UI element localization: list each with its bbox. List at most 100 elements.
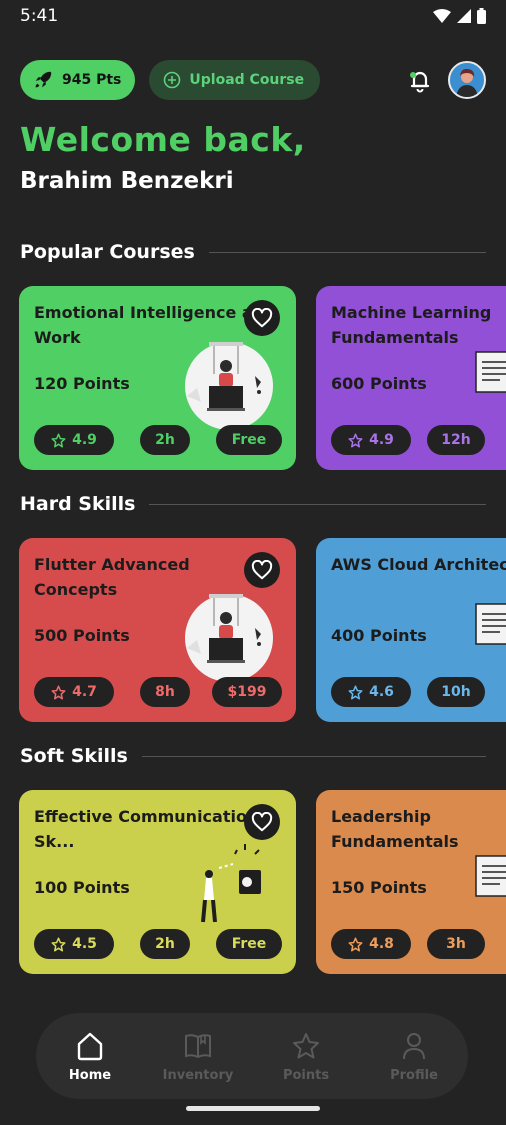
section-header: Soft Skills — [20, 744, 486, 768]
points-pill[interactable]: 945 Pts — [20, 60, 135, 100]
nav-profile-label: Profile — [390, 1068, 438, 1083]
duration-value: 2h — [155, 432, 175, 448]
price-value: Free — [232, 936, 267, 952]
course-points: 120 Points — [34, 374, 130, 393]
rating-value: 4.7 — [72, 684, 97, 700]
rocket-icon — [32, 69, 54, 91]
star-rating-icon — [348, 433, 363, 448]
course-points: 100 Points — [34, 878, 130, 897]
course-points: 500 Points — [34, 626, 130, 645]
duration-badge: 3h — [427, 929, 485, 959]
course-carousel[interactable]: Flutter Advanced Concepts 500 Points 4.7 8h… — [19, 538, 506, 722]
duration-badge: 12h — [427, 425, 485, 455]
course-card[interactable]: AWS Cloud Architecture 400 Points 4.6 10h — [316, 538, 506, 722]
rating-value: 4.9 — [369, 432, 394, 448]
nav-inventory[interactable]: Inventory — [148, 1030, 248, 1083]
status-time: 5:41 — [20, 6, 58, 26]
duration-badge: 8h — [140, 677, 190, 707]
section-header: Popular Courses — [20, 240, 486, 264]
book-icon — [182, 1030, 214, 1062]
course-points: 150 Points — [331, 878, 427, 897]
rating-value: 4.8 — [369, 936, 394, 952]
course-illustration — [474, 348, 506, 408]
star-rating-icon — [51, 937, 66, 952]
rating-badge: 4.5 — [34, 929, 114, 959]
points-label: 945 Pts — [62, 72, 121, 88]
heart-icon — [251, 308, 273, 328]
favorite-button[interactable] — [244, 300, 280, 336]
rating-badge: 4.7 — [34, 677, 114, 707]
star-icon — [290, 1030, 322, 1062]
section-divider — [209, 252, 486, 253]
price-badge: Free — [216, 425, 282, 455]
rating-value: 4.9 — [72, 432, 97, 448]
nav-points-label: Points — [283, 1068, 329, 1083]
status-bar: 5:41 — [0, 0, 506, 32]
course-illustration — [474, 600, 506, 660]
course-illustration — [179, 840, 274, 935]
bottom-navigation: Home Inventory Points Profile — [36, 1013, 468, 1099]
course-illustration — [474, 852, 506, 912]
rating-value: 4.6 — [369, 684, 394, 700]
course-illustration — [179, 588, 274, 683]
star-rating-icon — [348, 937, 363, 952]
course-card[interactable]: Effective Communication Sk... 100 Points 4… — [19, 790, 296, 974]
home-indicator — [186, 1106, 320, 1111]
duration-value: 10h — [441, 684, 470, 700]
course-card[interactable]: Machine Learning Fundamentals 600 Points 4… — [316, 286, 506, 470]
course-card[interactable]: Emotional Intelligence at Work 120 Points… — [19, 286, 296, 470]
price-badge: $199 — [212, 677, 282, 707]
person-icon — [398, 1030, 430, 1062]
avatar[interactable] — [448, 61, 486, 99]
favorite-button[interactable] — [244, 804, 280, 840]
signal-icon — [457, 9, 471, 23]
favorite-button[interactable] — [244, 552, 280, 588]
section-title: Hard Skills — [20, 493, 135, 515]
welcome-greeting: Welcome back, — [20, 120, 306, 159]
section-title: Soft Skills — [20, 745, 128, 767]
course-illustration — [179, 336, 274, 431]
course-carousel[interactable]: Effective Communication Sk... 100 Points 4… — [19, 790, 506, 974]
price-badge: Free — [216, 929, 282, 959]
battery-icon — [477, 8, 486, 24]
section-divider — [149, 504, 486, 505]
upload-course-button[interactable]: Upload Course — [149, 60, 320, 100]
course-card[interactable]: Flutter Advanced Concepts 500 Points 4.7 8h… — [19, 538, 296, 722]
duration-badge: 2h — [140, 425, 190, 455]
nav-inventory-label: Inventory — [163, 1068, 234, 1083]
nav-home[interactable]: Home — [40, 1030, 140, 1083]
header: 945 Pts Upload Course — [20, 60, 486, 100]
user-name: Brahim Benzekri — [20, 168, 234, 194]
home-icon — [74, 1030, 106, 1062]
price-value: Free — [232, 432, 267, 448]
nav-profile[interactable]: Profile — [364, 1030, 464, 1083]
rating-badge: 4.6 — [331, 677, 411, 707]
rating-badge: 4.9 — [34, 425, 114, 455]
rating-badge: 4.9 — [331, 425, 411, 455]
star-rating-icon — [51, 685, 66, 700]
duration-value: 3h — [446, 936, 466, 952]
rating-value: 4.5 — [72, 936, 97, 952]
nav-points[interactable]: Points — [256, 1030, 356, 1083]
avatar-portrait-icon — [450, 63, 484, 97]
section-header: Hard Skills — [20, 492, 486, 516]
upload-course-label: Upload Course — [189, 72, 304, 88]
price-value: $199 — [228, 684, 267, 700]
duration-badge: 2h — [140, 929, 190, 959]
course-card[interactable]: Leadership Fundamentals 150 Points 4.8 3h — [316, 790, 506, 974]
course-title: Emotional Intelligence at Work — [34, 300, 264, 350]
course-carousel[interactable]: Emotional Intelligence at Work 120 Points… — [19, 286, 506, 470]
heart-icon — [251, 812, 273, 832]
star-rating-icon — [51, 433, 66, 448]
course-title: AWS Cloud Architecture — [331, 552, 506, 602]
course-title: Effective Communication Sk... — [34, 804, 264, 854]
star-rating-icon — [348, 685, 363, 700]
duration-badge: 10h — [427, 677, 485, 707]
section-title: Popular Courses — [20, 241, 195, 263]
duration-value: 2h — [155, 936, 175, 952]
wifi-icon — [433, 9, 451, 23]
course-title: Flutter Advanced Concepts — [34, 552, 264, 602]
duration-value: 12h — [441, 432, 470, 448]
notification-bell-icon[interactable] — [406, 66, 434, 94]
course-title: Leadership Fundamentals — [331, 804, 506, 854]
